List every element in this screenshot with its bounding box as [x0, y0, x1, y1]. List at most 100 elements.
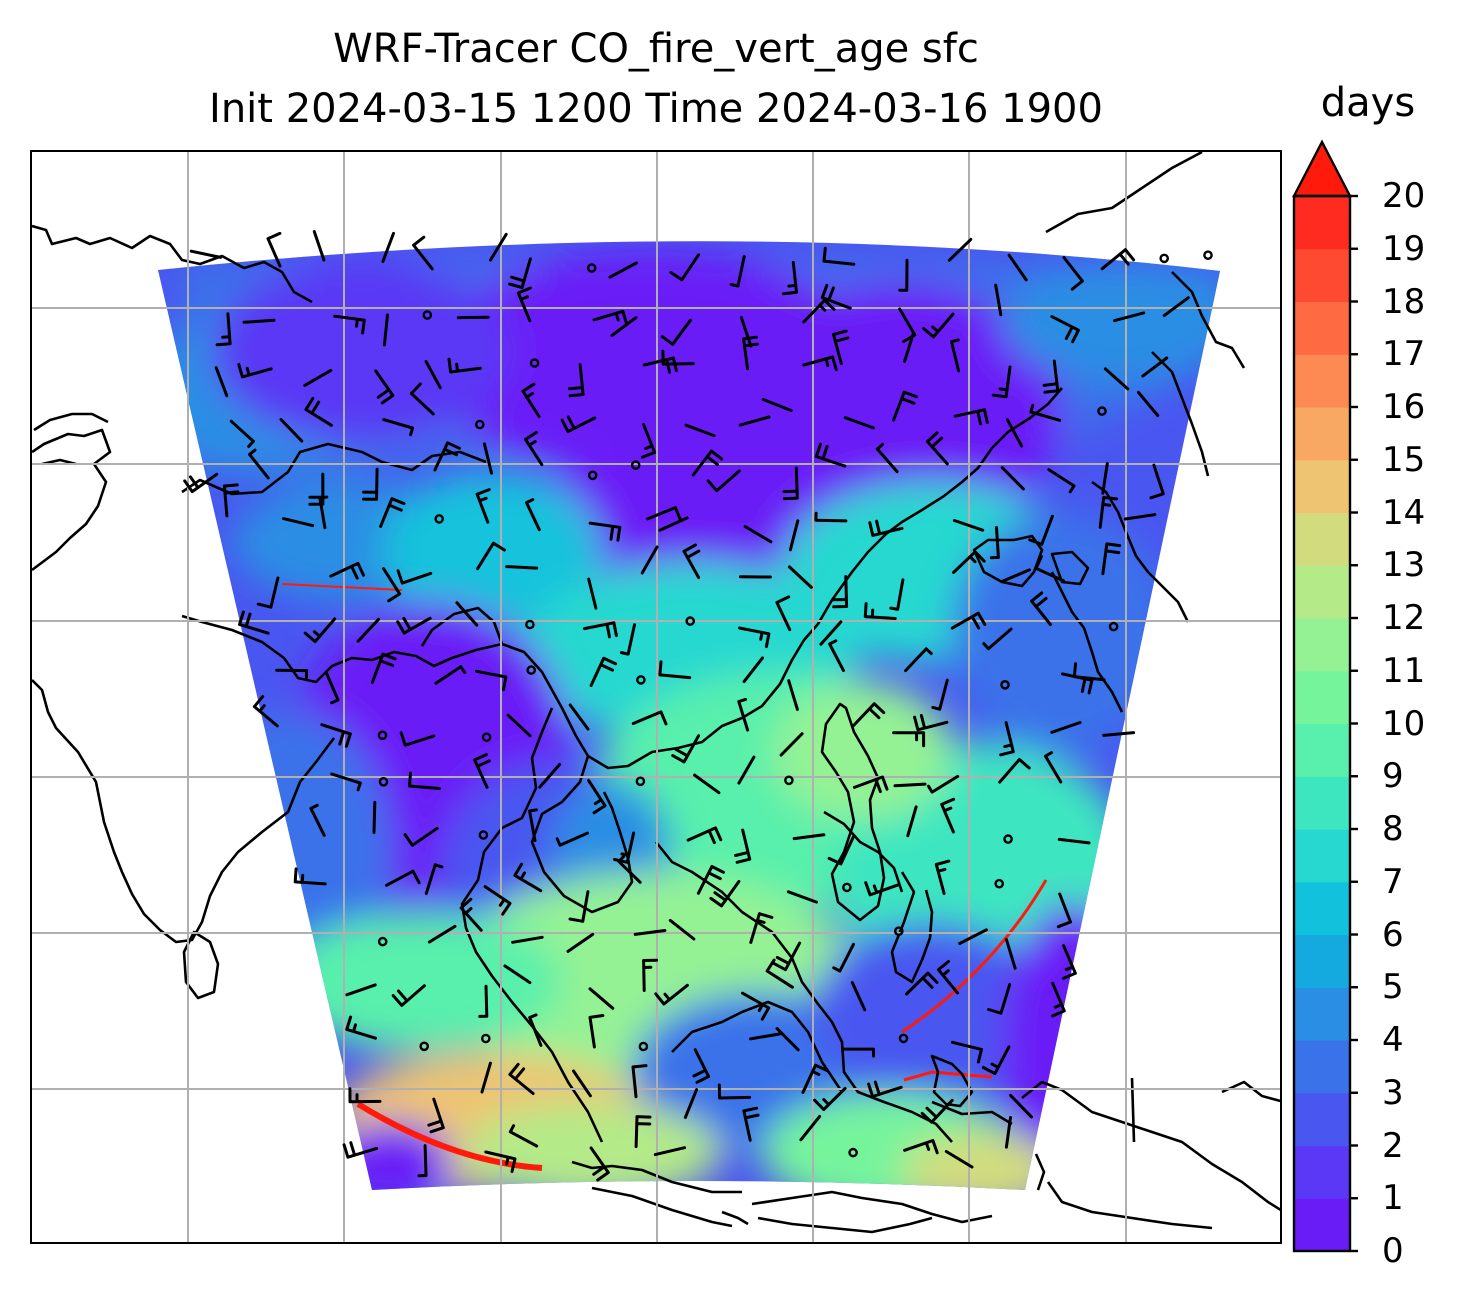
calm-wind-circle — [630, 460, 641, 470]
colorbar-extend-arrow — [1292, 139, 1352, 198]
wind-barb — [925, 431, 949, 466]
wind-barb — [772, 941, 802, 972]
wind-barb — [691, 449, 724, 477]
wind-barb — [459, 897, 483, 932]
wind-barb — [1162, 296, 1190, 318]
wind-barb — [950, 338, 961, 373]
wind-barb — [588, 521, 622, 542]
wind-barb — [475, 488, 491, 524]
colorbar-segment — [1294, 618, 1350, 672]
wind-barb — [738, 626, 771, 649]
wind-barb — [473, 753, 491, 789]
wind-barb — [555, 831, 589, 847]
wind-barb — [1102, 731, 1136, 737]
colorbar-segment — [1294, 459, 1350, 514]
wind-barb — [775, 1027, 800, 1052]
wind-barb — [1072, 662, 1106, 682]
wind-barb — [1062, 256, 1084, 291]
wind-barb — [382, 313, 389, 347]
calm-wind-circle — [635, 776, 646, 787]
wind-barb — [660, 318, 692, 346]
wind-barb — [330, 772, 362, 792]
wind-barb — [631, 710, 668, 726]
wind-barb — [1050, 981, 1066, 1018]
wind-barb — [641, 423, 657, 459]
wind-barb — [248, 448, 270, 480]
wind-barb — [476, 541, 506, 571]
colorbar-segment — [1294, 248, 1350, 303]
wind-barb — [843, 416, 875, 430]
wind-barb — [743, 525, 773, 544]
calm-wind-circle — [419, 1041, 430, 1052]
wind-barb — [931, 678, 949, 711]
wind-barb — [391, 984, 426, 1007]
calm-wind-circle — [848, 1147, 858, 1158]
chart-title-line-1: WRF-Tracer CO_fire_vert_age sfc — [333, 26, 979, 72]
wind-barb — [669, 253, 700, 282]
wind-barb — [329, 561, 365, 580]
wind-barb — [741, 991, 771, 1021]
calm-wind-circle — [994, 878, 1005, 889]
wind-barb — [382, 567, 402, 603]
wind-barb — [434, 665, 467, 685]
wind-barb — [215, 312, 232, 347]
wind-barb — [396, 616, 432, 635]
wind-barb — [903, 1139, 939, 1155]
coastlines — [32, 152, 1280, 1234]
wind-barb — [508, 1062, 535, 1095]
colorbar-tick-label: 11 — [1382, 650, 1426, 691]
wind-barb — [560, 415, 597, 434]
wind-barb — [814, 442, 847, 468]
wind-barb — [936, 960, 959, 995]
wind-barb — [940, 797, 956, 834]
wind-barb — [318, 495, 329, 530]
wind-barb — [802, 298, 836, 324]
calm-wind-circle — [422, 310, 433, 320]
wind-barb — [889, 578, 905, 611]
wind-barb — [1149, 463, 1165, 500]
wind-barb — [989, 526, 1000, 560]
map-plot — [32, 152, 1280, 1242]
wind-barb — [1000, 568, 1031, 584]
wind-barb — [787, 565, 813, 589]
wind-barb — [587, 779, 607, 815]
colorbar-tick-label: 18 — [1382, 281, 1426, 322]
wind-barb — [572, 1069, 592, 1098]
calm-wind-circle — [378, 777, 389, 787]
wind-barb — [568, 703, 590, 731]
wind-barb — [693, 773, 721, 795]
wind-barb — [489, 232, 508, 262]
wind-barb — [684, 423, 716, 438]
wind-barb — [875, 442, 899, 474]
wind-barb — [1044, 751, 1063, 784]
wind-barb — [904, 647, 933, 673]
calm-wind-circle — [685, 616, 696, 626]
wind-barb — [737, 697, 750, 732]
wind-barb — [610, 316, 638, 337]
wind-barb — [653, 1146, 686, 1157]
wind-barb — [832, 329, 850, 365]
wind-barb — [863, 602, 897, 620]
wind-barb — [513, 862, 543, 893]
wind-barb — [1101, 462, 1109, 495]
wind-barb — [304, 396, 333, 427]
wind-barb — [953, 408, 989, 426]
wind-barb — [850, 981, 867, 1012]
wind-barb — [734, 828, 752, 864]
wind-barb — [852, 702, 886, 727]
calm-wind-circle — [587, 470, 598, 481]
wind-barb — [820, 283, 852, 310]
wind-barb — [256, 576, 280, 609]
colorbar-segment — [1294, 670, 1350, 725]
colorbar-tick-label: 15 — [1382, 439, 1426, 480]
wind-barb — [952, 519, 985, 532]
wind-barb — [320, 723, 352, 748]
wind-barb — [765, 958, 794, 989]
wind-barb — [475, 669, 508, 692]
colorbar-tick-label: 0 — [1382, 1231, 1404, 1271]
wind-barb — [633, 929, 667, 936]
calm-wind-circle — [1003, 834, 1013, 844]
wind-barb — [682, 543, 701, 579]
wind-barb — [867, 1080, 903, 1098]
wind-barb — [686, 826, 723, 845]
